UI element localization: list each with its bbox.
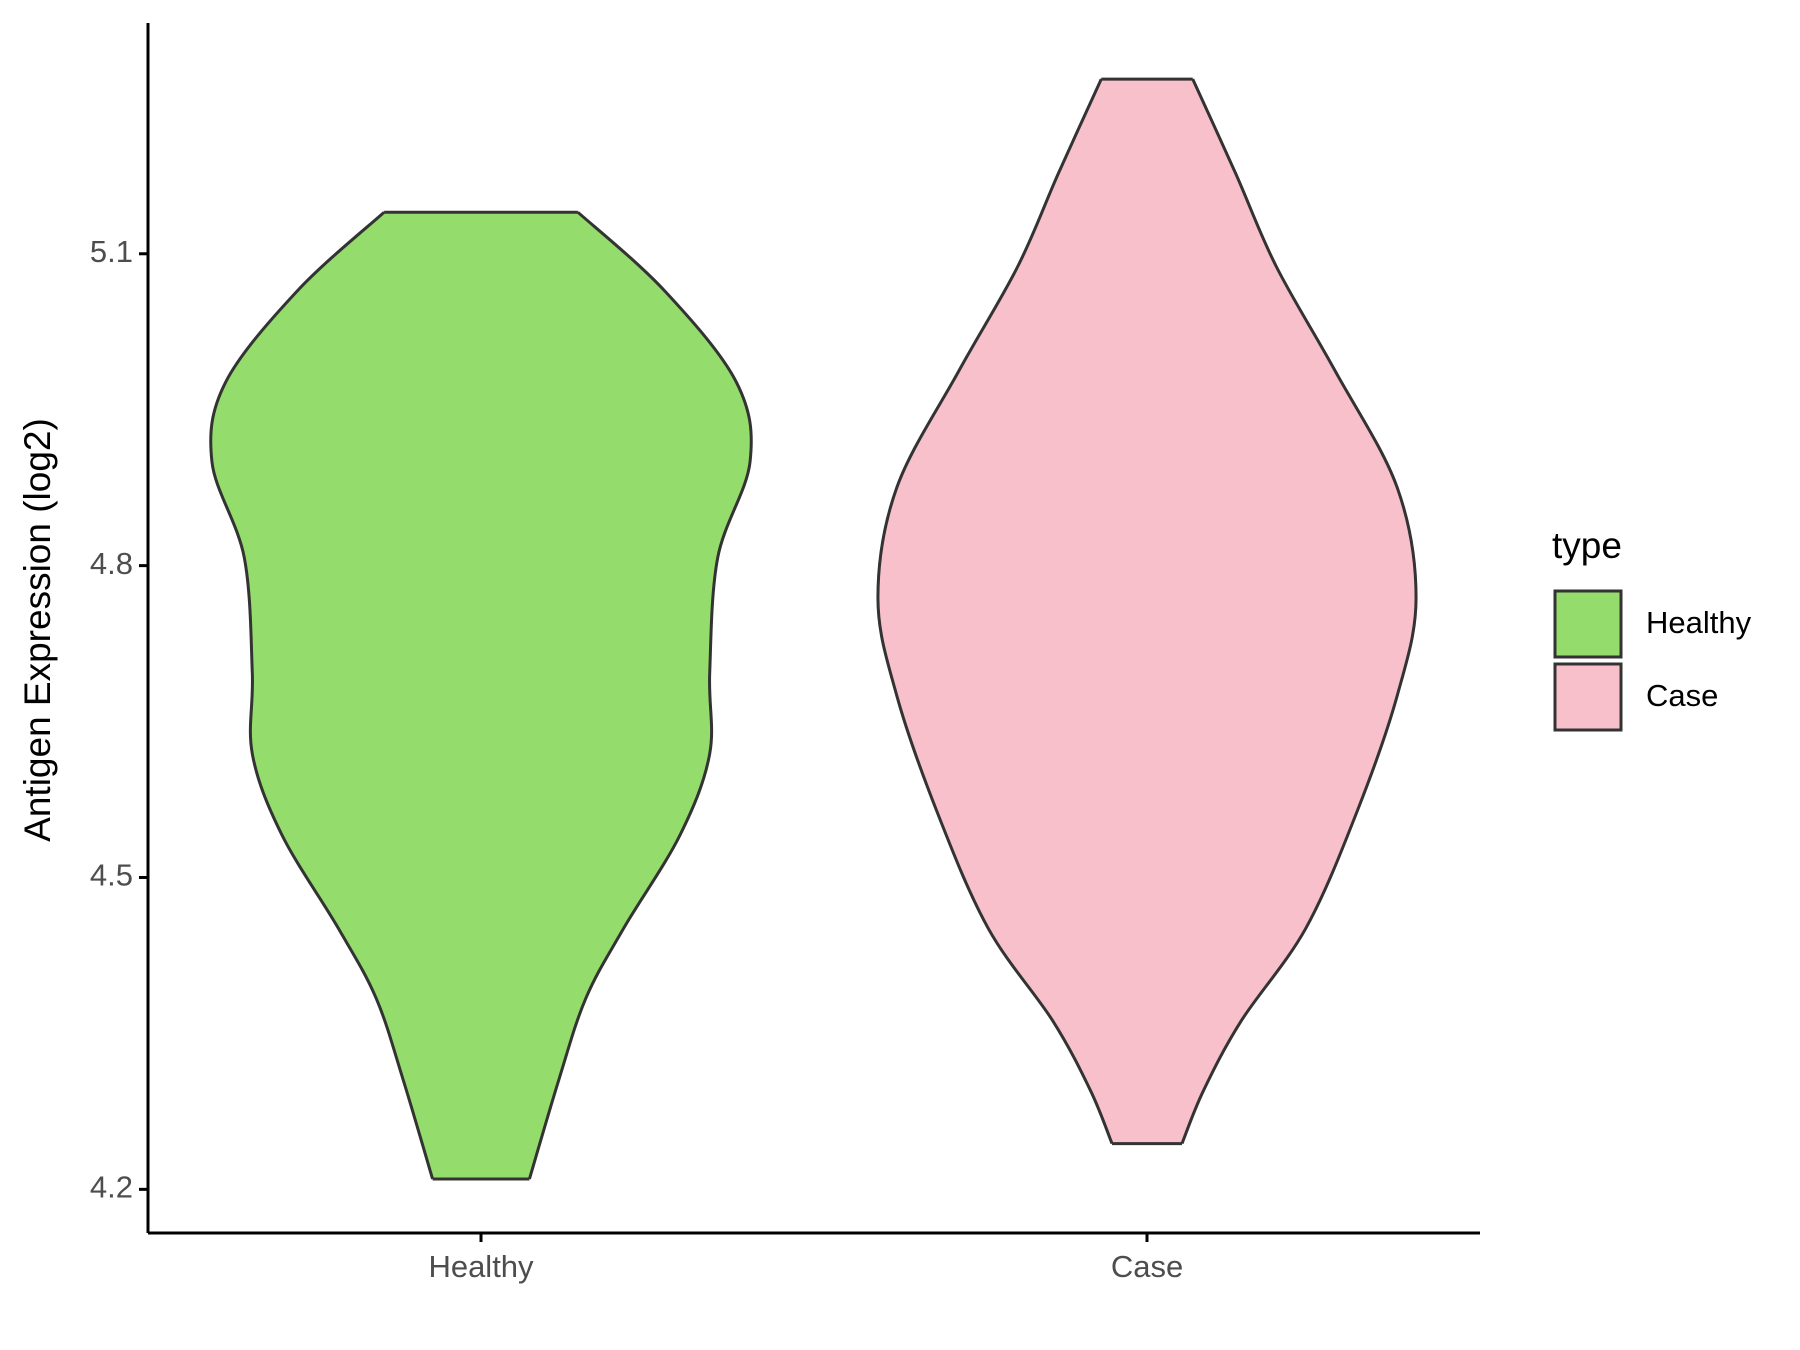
violin-body — [877, 79, 1417, 1144]
legend-swatch — [1553, 589, 1623, 659]
y-tick-label: 4.5 — [90, 858, 133, 893]
y-axis-title: Antigen Expression (log2) — [17, 418, 58, 842]
legend-label: Healthy — [1646, 605, 1752, 640]
y-tick-label: 5.1 — [90, 234, 133, 269]
y-tick-label: 4.8 — [90, 546, 133, 581]
x-tick-label: Case — [1111, 1249, 1183, 1284]
y-tick-label: 4.2 — [90, 1170, 133, 1205]
violin-body — [210, 212, 752, 1179]
legend-title: type — [1552, 525, 1622, 566]
violin-outline — [527, 211, 753, 1180]
legend-swatch — [1553, 662, 1623, 732]
legend-label: Case — [1646, 678, 1718, 713]
violin-outline — [1180, 78, 1418, 1145]
violin-outline — [209, 211, 435, 1180]
x-tick-label: Healthy — [428, 1249, 534, 1284]
violin-outline — [876, 78, 1114, 1145]
